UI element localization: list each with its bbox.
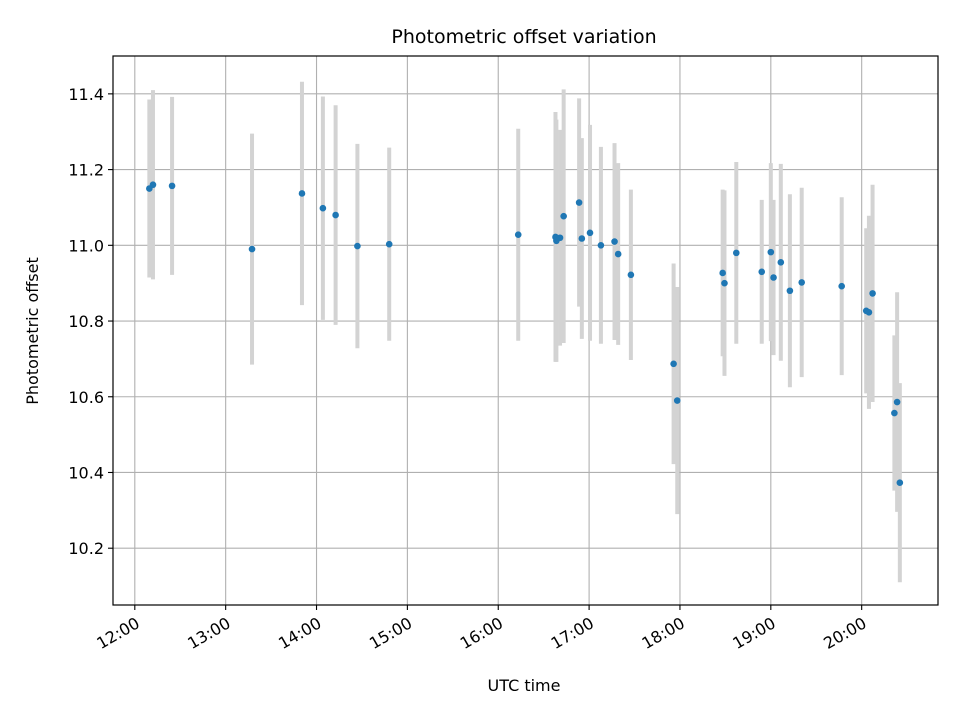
data-point (298, 190, 306, 197)
chart-title: Photometric offset variation (391, 26, 656, 48)
data-point (332, 211, 339, 219)
data-point (597, 242, 605, 249)
data-point (385, 240, 393, 248)
data-point (514, 231, 522, 239)
data-point (614, 250, 622, 258)
data-point (611, 238, 618, 245)
data-point (627, 271, 635, 279)
data-point (732, 249, 740, 257)
y-axis-ticks: 10.2 10.4 10.6 10.8 11.0 11.2 11.4 (68, 85, 113, 558)
data-point (354, 242, 361, 250)
data-point (670, 360, 677, 368)
data-point (319, 204, 327, 212)
data-point (838, 282, 845, 290)
data-point (673, 397, 681, 404)
data-point (168, 182, 176, 190)
data-point (786, 287, 794, 295)
data-point (869, 290, 876, 297)
data-point (721, 279, 728, 287)
y-tick-label: 11.4 (68, 85, 104, 104)
y-tick-label: 10.4 (68, 463, 104, 482)
data-point (865, 309, 873, 316)
data-point (777, 259, 785, 266)
data-point (896, 479, 904, 487)
y-tick-label: 10.2 (68, 539, 104, 558)
data-point (719, 269, 726, 277)
data-point (575, 199, 583, 206)
data-point (586, 229, 594, 237)
data-point (560, 212, 567, 220)
y-axis-title: Photometric offset (23, 257, 42, 405)
data-point (770, 274, 777, 281)
y-tick-label: 10.8 (68, 312, 104, 331)
data-point (248, 245, 256, 253)
y-tick-label: 10.6 (68, 388, 104, 407)
plot-frame (112, 55, 939, 606)
data-point (891, 409, 898, 417)
data-point (798, 279, 806, 286)
y-tick-label: 11.0 (68, 236, 104, 255)
data-point (149, 181, 157, 189)
data-point (893, 398, 901, 406)
x-axis-title: UTC time (488, 676, 561, 695)
data-point (758, 268, 766, 276)
data-point (578, 235, 586, 242)
y-tick-label: 11.2 (68, 161, 104, 180)
data-points (146, 181, 904, 487)
data-point (767, 248, 775, 256)
data-point (556, 234, 564, 242)
